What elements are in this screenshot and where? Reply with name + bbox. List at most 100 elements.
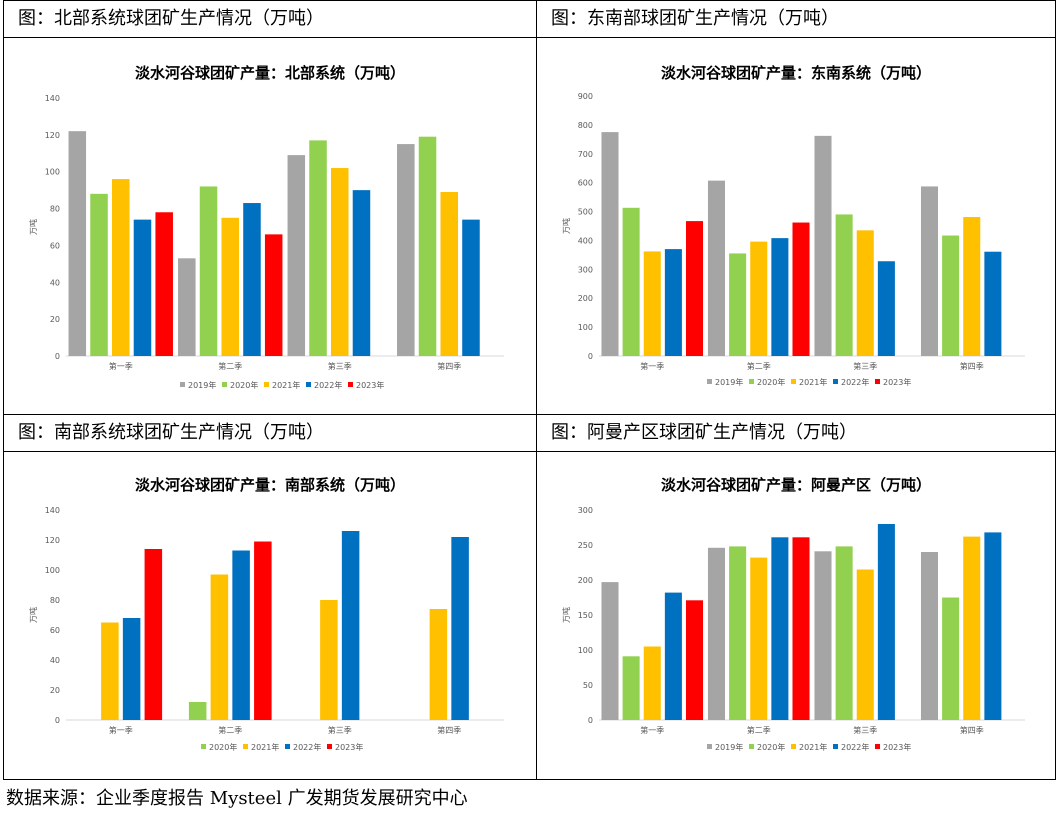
legend-swatch — [180, 382, 185, 387]
legend-label: 2022年 — [293, 742, 321, 752]
chart-oman-svg: 淡水河谷球团矿产量：阿曼产区（万吨） 万吨 0 50 100 150 200 250 300 第一… — [561, 476, 1025, 752]
x-tick-label: 第二季 — [218, 725, 242, 735]
y-tick-label: 20 — [50, 315, 60, 324]
panel-caption-southeast: 图：东南部球团矿生产情况（万吨） — [551, 8, 839, 29]
bar-2021年-第二季 — [750, 241, 768, 356]
panel-caption-south: 图：南部系统球团矿生产情况（万吨） — [18, 422, 324, 443]
legend-swatch — [875, 744, 880, 749]
x-tick-label: 第四季 — [437, 361, 461, 371]
y-tick-label: 400 — [578, 236, 593, 245]
bar-2022年-第四季 — [984, 532, 1002, 720]
legend-label: 2019年 — [715, 742, 743, 752]
x-tick-label: 第一季 — [640, 725, 664, 735]
y-tick-label: 0 — [55, 352, 60, 361]
bar-2022年-第三季 — [877, 261, 895, 356]
x-tick-label: 第三季 — [853, 725, 877, 735]
y-tick-label: 50 — [583, 681, 593, 690]
x-tick-label: 第四季 — [960, 361, 984, 371]
x-tick-label: 第三季 — [328, 725, 352, 735]
chart-title: 淡水河谷球团矿产量：阿曼产区（万吨） — [661, 476, 931, 494]
legend-label: 2020年 — [757, 377, 785, 387]
legend-label: 2022年 — [841, 377, 869, 387]
chart-panel-southeast: 淡水河谷球团矿产量：东南系统（万吨） 万吨 0 100 200 300 400 500 600 7… — [537, 38, 1055, 414]
bar-2020年-第三季 — [309, 140, 327, 356]
bar-2023年-第一季 — [155, 212, 173, 356]
bar-2022年-第一季 — [664, 249, 682, 356]
legend-label: 2021年 — [251, 742, 279, 752]
grid-caption-divider-top — [3, 37, 1056, 38]
y-tick-label: 300 — [578, 506, 593, 515]
chart-southeast-svg: 淡水河谷球团矿产量：东南系统（万吨） 万吨 0 100 200 300 400 500 600 7… — [561, 64, 1025, 387]
chart-grid: 图：北部系统球团矿生产情况（万吨） 图：东南部球团矿生产情况（万吨） 图：南部系… — [3, 0, 1056, 780]
chart-panel-north: 淡水河谷球团矿产量：北部系统（万吨） 万吨 0 20 40 60 80 100 120 140 第一… — [4, 38, 536, 414]
bar-2019年-第四季 — [920, 186, 939, 356]
legend-swatch — [791, 744, 796, 749]
legend-swatch — [243, 744, 248, 749]
bar-2022年-第一季 — [133, 219, 152, 356]
x-tick-label: 第四季 — [437, 725, 461, 735]
legend-swatch — [348, 382, 353, 387]
panel-caption-north: 图：北部系统球团矿生产情况（万吨） — [18, 8, 324, 29]
bar-2023年-第二季 — [792, 222, 810, 356]
bar-2023年-第一季 — [144, 549, 163, 720]
bar-2021年-第三季 — [330, 168, 349, 356]
bar-2022年-第二季 — [232, 550, 250, 720]
legend-label: 2019年 — [715, 377, 743, 387]
bar-2021年-第四季 — [963, 536, 981, 720]
y-tick-label: 20 — [50, 686, 60, 695]
legend-label: 2023年 — [356, 380, 384, 390]
panel-caption-oman: 图：阿曼产区球团矿生产情况（万吨） — [551, 422, 857, 443]
bar-2021年-第一季 — [111, 179, 130, 356]
legend-label: 2022年 — [314, 380, 342, 390]
bar-2020年-第二季 — [729, 546, 747, 720]
source-footer: 数据来源：企业季度报告 Mysteel 广发期货发展研究中心 — [6, 788, 468, 809]
bar-2021年-第一季 — [643, 251, 661, 356]
chart-panel-oman: 淡水河谷球团矿产量：阿曼产区（万吨） 万吨 0 50 100 150 200 250 300 第一… — [537, 452, 1055, 779]
grid-caption-divider-bottom — [3, 451, 1056, 452]
bar-2021年-第三季 — [856, 230, 874, 356]
y-tick-label: 120 — [45, 536, 60, 545]
bar-2022年-第三季 — [352, 190, 371, 356]
x-tick-label: 第二季 — [747, 725, 771, 735]
bar-2020年-第一季 — [90, 193, 108, 356]
bar-2021年-第二季 — [221, 217, 240, 356]
legend-swatch — [833, 744, 838, 749]
legend-swatch — [749, 744, 754, 749]
y-tick-label: 700 — [578, 150, 593, 159]
legend-label: 2023年 — [883, 377, 911, 387]
y-tick-label: 200 — [578, 576, 593, 585]
bar-2019年-第四季 — [397, 144, 415, 356]
y-tick-label: 80 — [50, 205, 60, 214]
y-tick-label: 60 — [50, 626, 60, 635]
bar-2021年-第三季 — [320, 600, 338, 720]
bar-2022年-第一季 — [122, 618, 141, 720]
bar-2019年-第二季 — [707, 547, 726, 720]
x-tick-label: 第二季 — [218, 361, 242, 371]
grid-left-border — [3, 0, 4, 780]
legend-label: 2023年 — [335, 742, 363, 752]
y-axis-label: 万吨 — [28, 219, 38, 235]
y-tick-label: 100 — [45, 566, 60, 575]
x-tick-label: 第一季 — [109, 725, 133, 735]
bar-2021年-第二季 — [750, 557, 768, 720]
legend-label: 2021年 — [272, 380, 300, 390]
bar-2019年-第四季 — [920, 552, 939, 720]
y-tick-label: 140 — [45, 506, 60, 515]
x-tick-label: 第一季 — [640, 361, 664, 371]
legend-swatch — [327, 744, 332, 749]
chart-title: 淡水河谷球团矿产量：南部系统（万吨） — [135, 476, 405, 494]
y-axis-label: 万吨 — [28, 607, 38, 623]
y-tick-label: 900 — [578, 92, 593, 101]
bar-2019年-第一季 — [68, 131, 87, 356]
bar-2022年-第二季 — [243, 203, 261, 356]
legend-label: 2021年 — [799, 377, 827, 387]
x-tick-label: 第三季 — [853, 361, 877, 371]
bar-2021年-第二季 — [210, 574, 229, 720]
x-tick-label: 第四季 — [960, 725, 984, 735]
grid-bottom-border — [3, 779, 1056, 780]
legend-label: 2020年 — [209, 742, 237, 752]
bar-2022年-第四季 — [451, 537, 469, 720]
bar-2021年-第三季 — [856, 569, 874, 720]
bar-2023年-第一季 — [685, 600, 704, 720]
y-tick-label: 800 — [578, 121, 593, 130]
